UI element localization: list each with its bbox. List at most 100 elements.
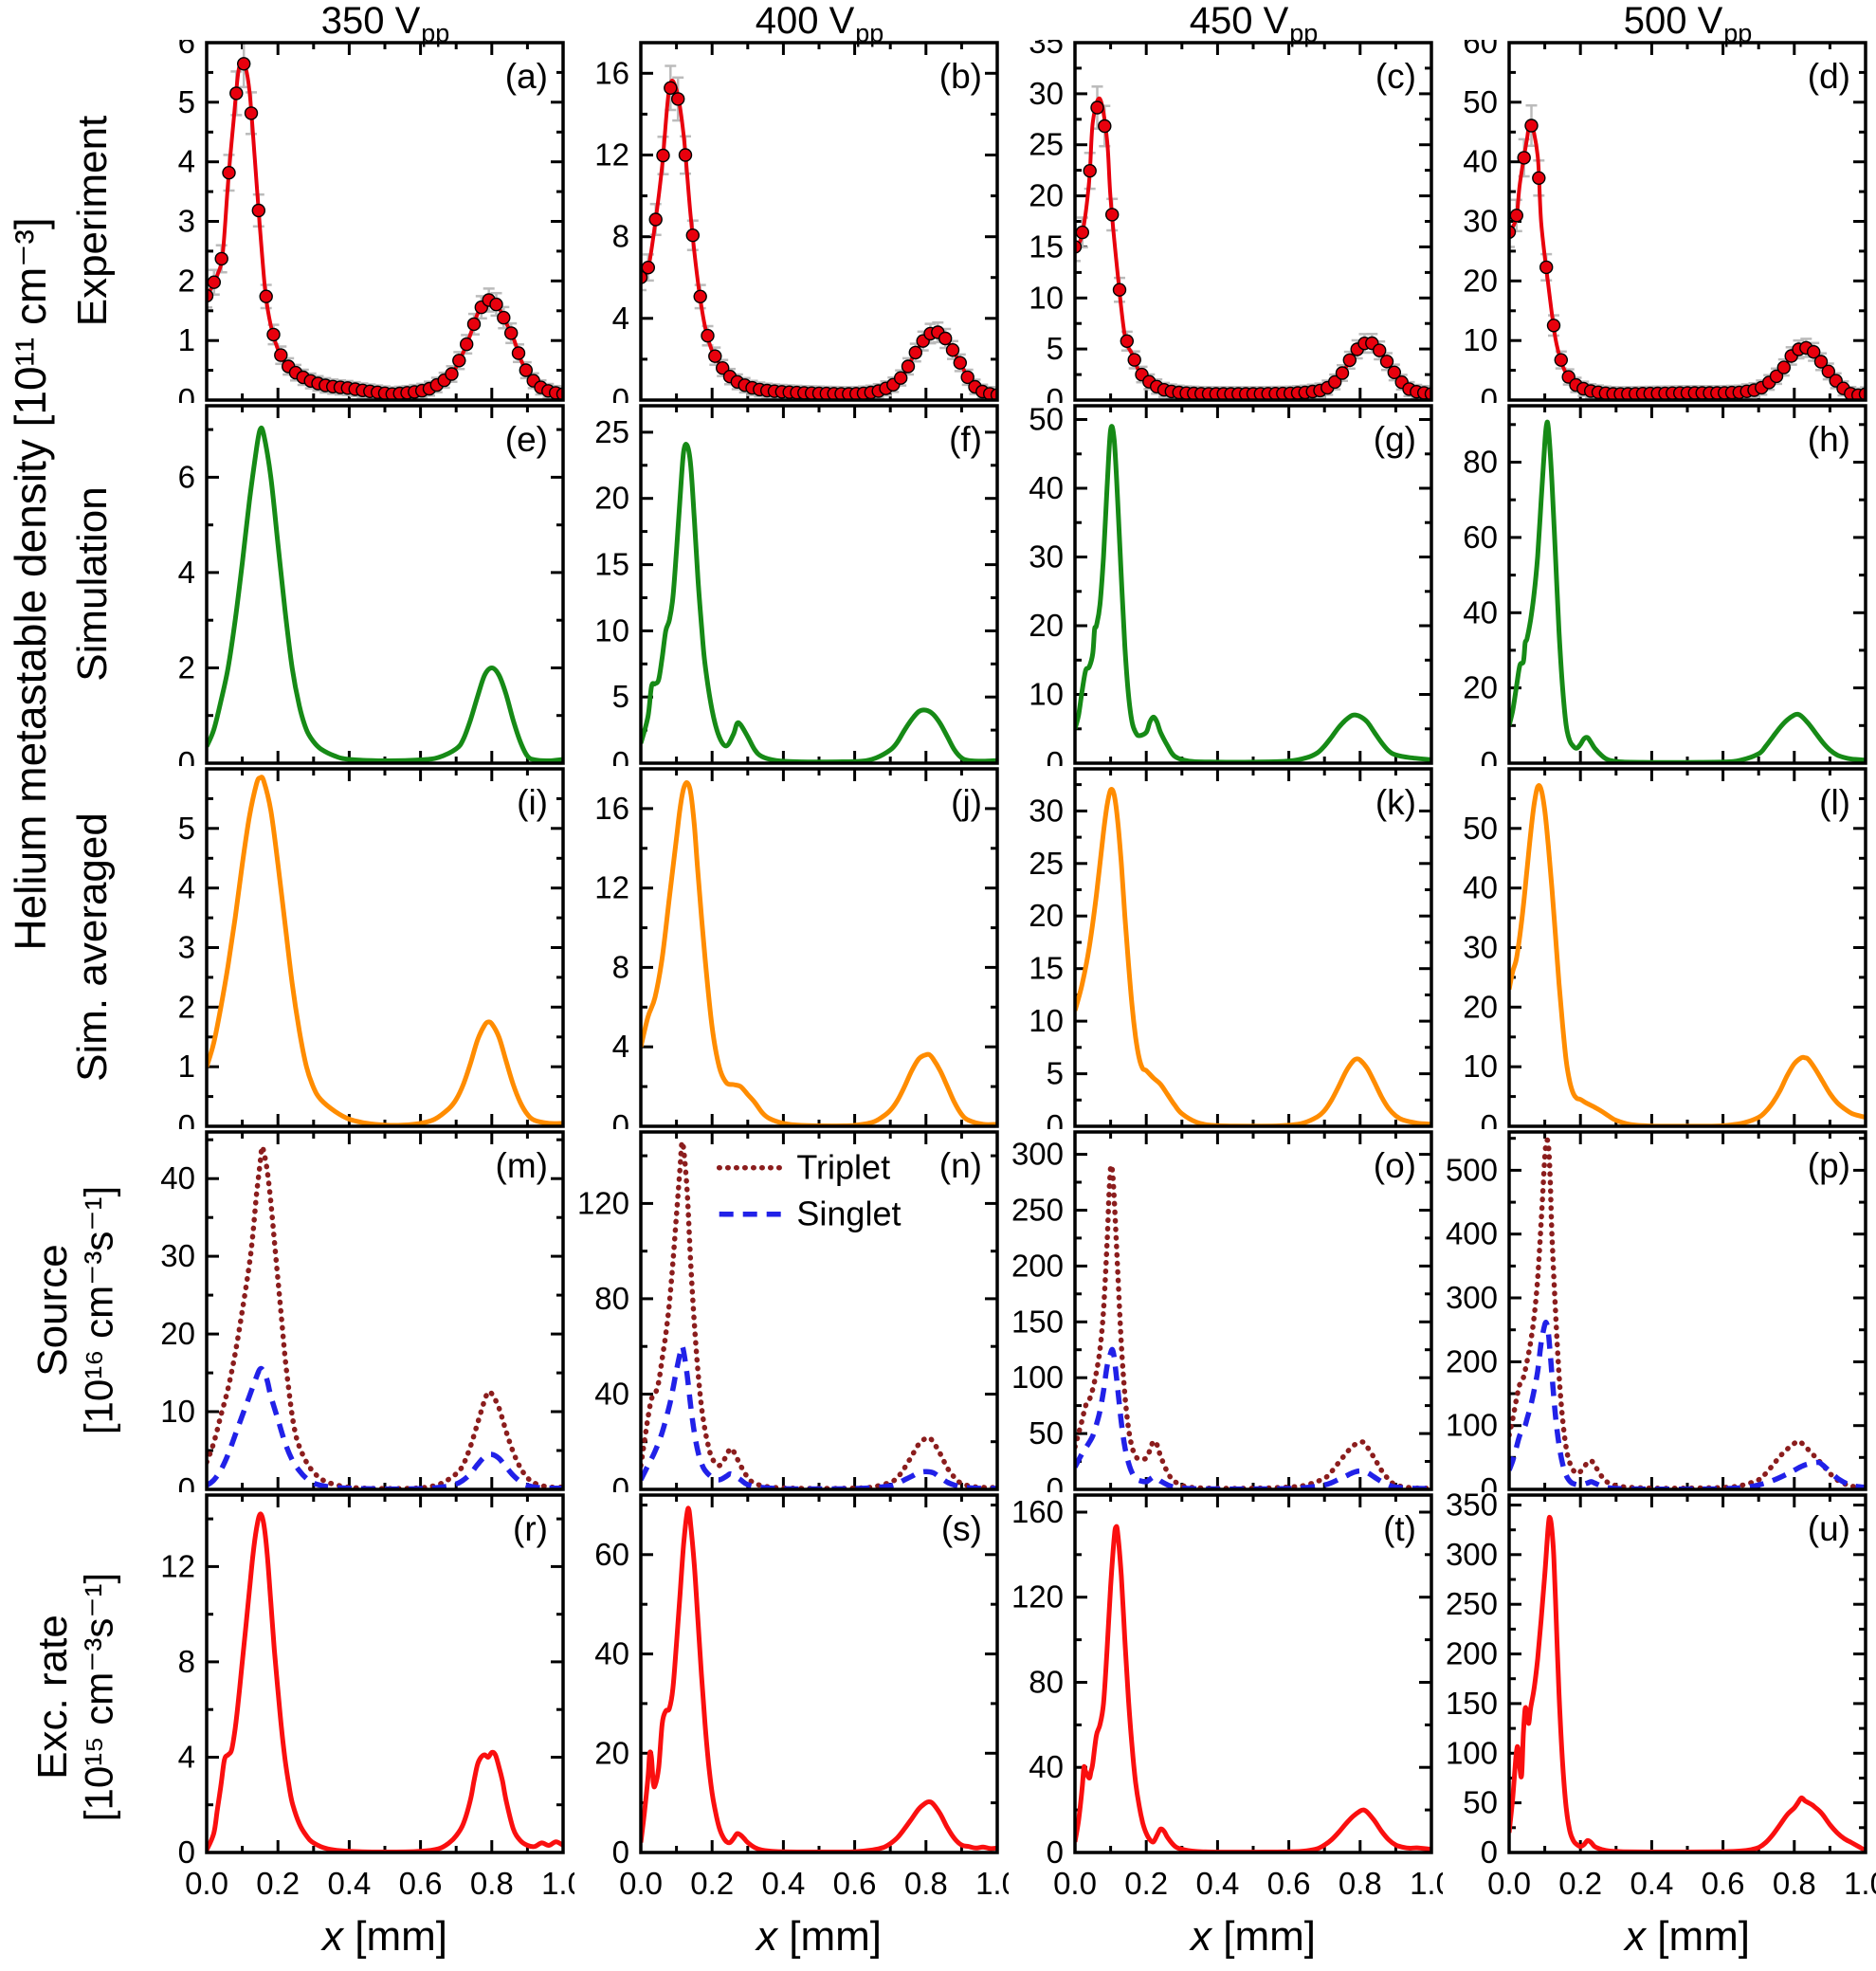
svg-text:0: 0 — [1481, 1108, 1498, 1129]
svg-text:0: 0 — [1481, 745, 1498, 766]
svg-text:0.8: 0.8 — [470, 1866, 514, 1901]
svg-text:25: 25 — [1029, 846, 1064, 881]
svg-text:6: 6 — [178, 40, 195, 60]
svg-text:40: 40 — [1029, 1749, 1064, 1784]
panel-u: 0 50 100 150 200 250 300 350 0.0 0.2 0.4 0.6 0.8 1.0 (… — [1443, 1487, 1876, 1906]
svg-text:0: 0 — [1481, 1471, 1498, 1492]
svg-text:40: 40 — [160, 1160, 195, 1195]
svg-text:0: 0 — [1481, 382, 1498, 403]
svg-text:(m): (m) — [496, 1146, 548, 1185]
svg-text:(k): (k) — [1375, 783, 1416, 822]
svg-text:30: 30 — [1029, 539, 1064, 575]
row-label-exc-units: [10¹⁵ cm⁻³s⁻¹] — [76, 1572, 121, 1822]
svg-text:0: 0 — [178, 382, 195, 403]
svg-text:3: 3 — [178, 930, 195, 965]
row-label-experiment: Experiment — [69, 115, 116, 327]
svg-text:(f): (f) — [949, 420, 982, 459]
row-label-sim-averaged: Sim. averaged — [69, 812, 116, 1082]
panel-e: 0 2 4 6 (e) — [140, 403, 574, 780]
global-y-axis-label: Helium metastable density [10¹¹ cm⁻³] — [6, 217, 55, 951]
svg-text:4: 4 — [178, 144, 195, 179]
svg-text:1.0: 1.0 — [1410, 1866, 1443, 1901]
svg-text:3: 3 — [178, 204, 195, 239]
panel-g: 0 10 20 30 40 50 (g) — [1009, 402, 1443, 780]
svg-text:15: 15 — [1029, 951, 1064, 986]
svg-text:(c): (c) — [1375, 57, 1416, 96]
svg-text:5: 5 — [1047, 331, 1064, 366]
svg-text:0.4: 0.4 — [1630, 1866, 1673, 1901]
svg-text:0: 0 — [1047, 1471, 1064, 1492]
svg-text:(i): (i) — [517, 783, 548, 822]
svg-text:12: 12 — [594, 870, 629, 905]
svg-text:20: 20 — [1029, 178, 1064, 213]
svg-text:20: 20 — [1463, 263, 1498, 298]
svg-text:2: 2 — [178, 263, 195, 298]
svg-text:0: 0 — [612, 745, 629, 766]
svg-text:0.6: 0.6 — [1702, 1866, 1745, 1901]
svg-text:0: 0 — [1481, 1834, 1498, 1870]
svg-text:30: 30 — [1029, 793, 1064, 828]
svg-text:(o): (o) — [1374, 1146, 1416, 1185]
svg-text:0: 0 — [1047, 382, 1064, 403]
svg-text:(l): (l) — [1819, 783, 1850, 822]
svg-text:(e): (e) — [505, 420, 548, 459]
svg-text:40: 40 — [594, 1636, 629, 1671]
svg-text:80: 80 — [594, 1281, 629, 1316]
svg-text:4: 4 — [178, 1740, 195, 1775]
svg-text:5: 5 — [612, 679, 629, 714]
svg-text:300: 300 — [1446, 1537, 1498, 1572]
svg-text:20: 20 — [1029, 608, 1064, 643]
svg-text:30: 30 — [1463, 204, 1498, 239]
svg-text:0.2: 0.2 — [690, 1866, 734, 1901]
svg-text:0: 0 — [178, 1834, 195, 1870]
svg-text:10: 10 — [160, 1394, 195, 1429]
svg-text:5: 5 — [1047, 1056, 1064, 1091]
svg-text:300: 300 — [1011, 1137, 1064, 1172]
svg-text:0: 0 — [1047, 1834, 1064, 1870]
svg-text:5: 5 — [178, 811, 195, 846]
svg-text:0.0: 0.0 — [185, 1866, 228, 1901]
svg-text:150: 150 — [1011, 1304, 1064, 1339]
svg-text:0.2: 0.2 — [256, 1866, 300, 1901]
svg-text:20: 20 — [1463, 989, 1498, 1024]
svg-text:40: 40 — [1463, 594, 1498, 630]
svg-text:8: 8 — [612, 949, 629, 984]
svg-text:0.6: 0.6 — [399, 1866, 443, 1901]
svg-text:350: 350 — [1446, 1492, 1498, 1523]
panel-f: 0 5 10 15 20 25 (f) — [574, 403, 1009, 780]
svg-text:150: 150 — [1446, 1686, 1498, 1721]
row-label-exc-rate: Exc. rate — [29, 1615, 76, 1779]
svg-text:40: 40 — [1463, 870, 1498, 905]
svg-text:400: 400 — [1446, 1216, 1498, 1251]
svg-text:60: 60 — [594, 1537, 629, 1572]
svg-text:12: 12 — [160, 1548, 195, 1583]
svg-text:2: 2 — [178, 650, 195, 685]
svg-text:Triplet: Triplet — [796, 1148, 890, 1187]
svg-text:16: 16 — [594, 791, 629, 826]
svg-text:0: 0 — [1047, 1108, 1064, 1129]
panel-m: 0 10 20 30 40 (m) — [140, 1129, 574, 1506]
row-label-source: Source — [29, 1244, 76, 1377]
panel-r: 0 4 8 12 0.0 0.2 0.4 0.6 0.8 1.0 (r) — [140, 1492, 585, 1906]
svg-text:40: 40 — [594, 1377, 629, 1412]
column-title-350: 350 Vpp — [320, 0, 450, 47]
svg-text:10: 10 — [1029, 677, 1064, 712]
svg-text:0.8: 0.8 — [904, 1866, 948, 1901]
svg-text:100: 100 — [1011, 1360, 1064, 1395]
svg-text:50: 50 — [1029, 403, 1064, 437]
svg-text:4: 4 — [612, 1029, 629, 1064]
svg-text:0.4: 0.4 — [761, 1866, 805, 1901]
svg-text:0.8: 0.8 — [1773, 1866, 1816, 1901]
svg-text:Singlet: Singlet — [796, 1195, 901, 1233]
svg-text:250: 250 — [1446, 1586, 1498, 1621]
svg-text:(t): (t) — [1383, 1509, 1416, 1548]
svg-text:20: 20 — [160, 1316, 195, 1351]
svg-text:200: 200 — [1446, 1636, 1498, 1671]
panel-c: 0 5 10 15 20 25 30 35 (c) — [1009, 25, 1443, 417]
panel-o: 0 50 100 150 200 250 300 (o) — [1009, 1129, 1443, 1506]
svg-text:1: 1 — [178, 1049, 195, 1084]
svg-text:0.8: 0.8 — [1339, 1866, 1382, 1901]
panel-d: 0 10 20 30 40 50 60 (d) — [1443, 25, 1876, 417]
x-axis-label-col1: x [mm] — [322, 1913, 447, 1960]
svg-text:50: 50 — [1029, 1415, 1064, 1451]
